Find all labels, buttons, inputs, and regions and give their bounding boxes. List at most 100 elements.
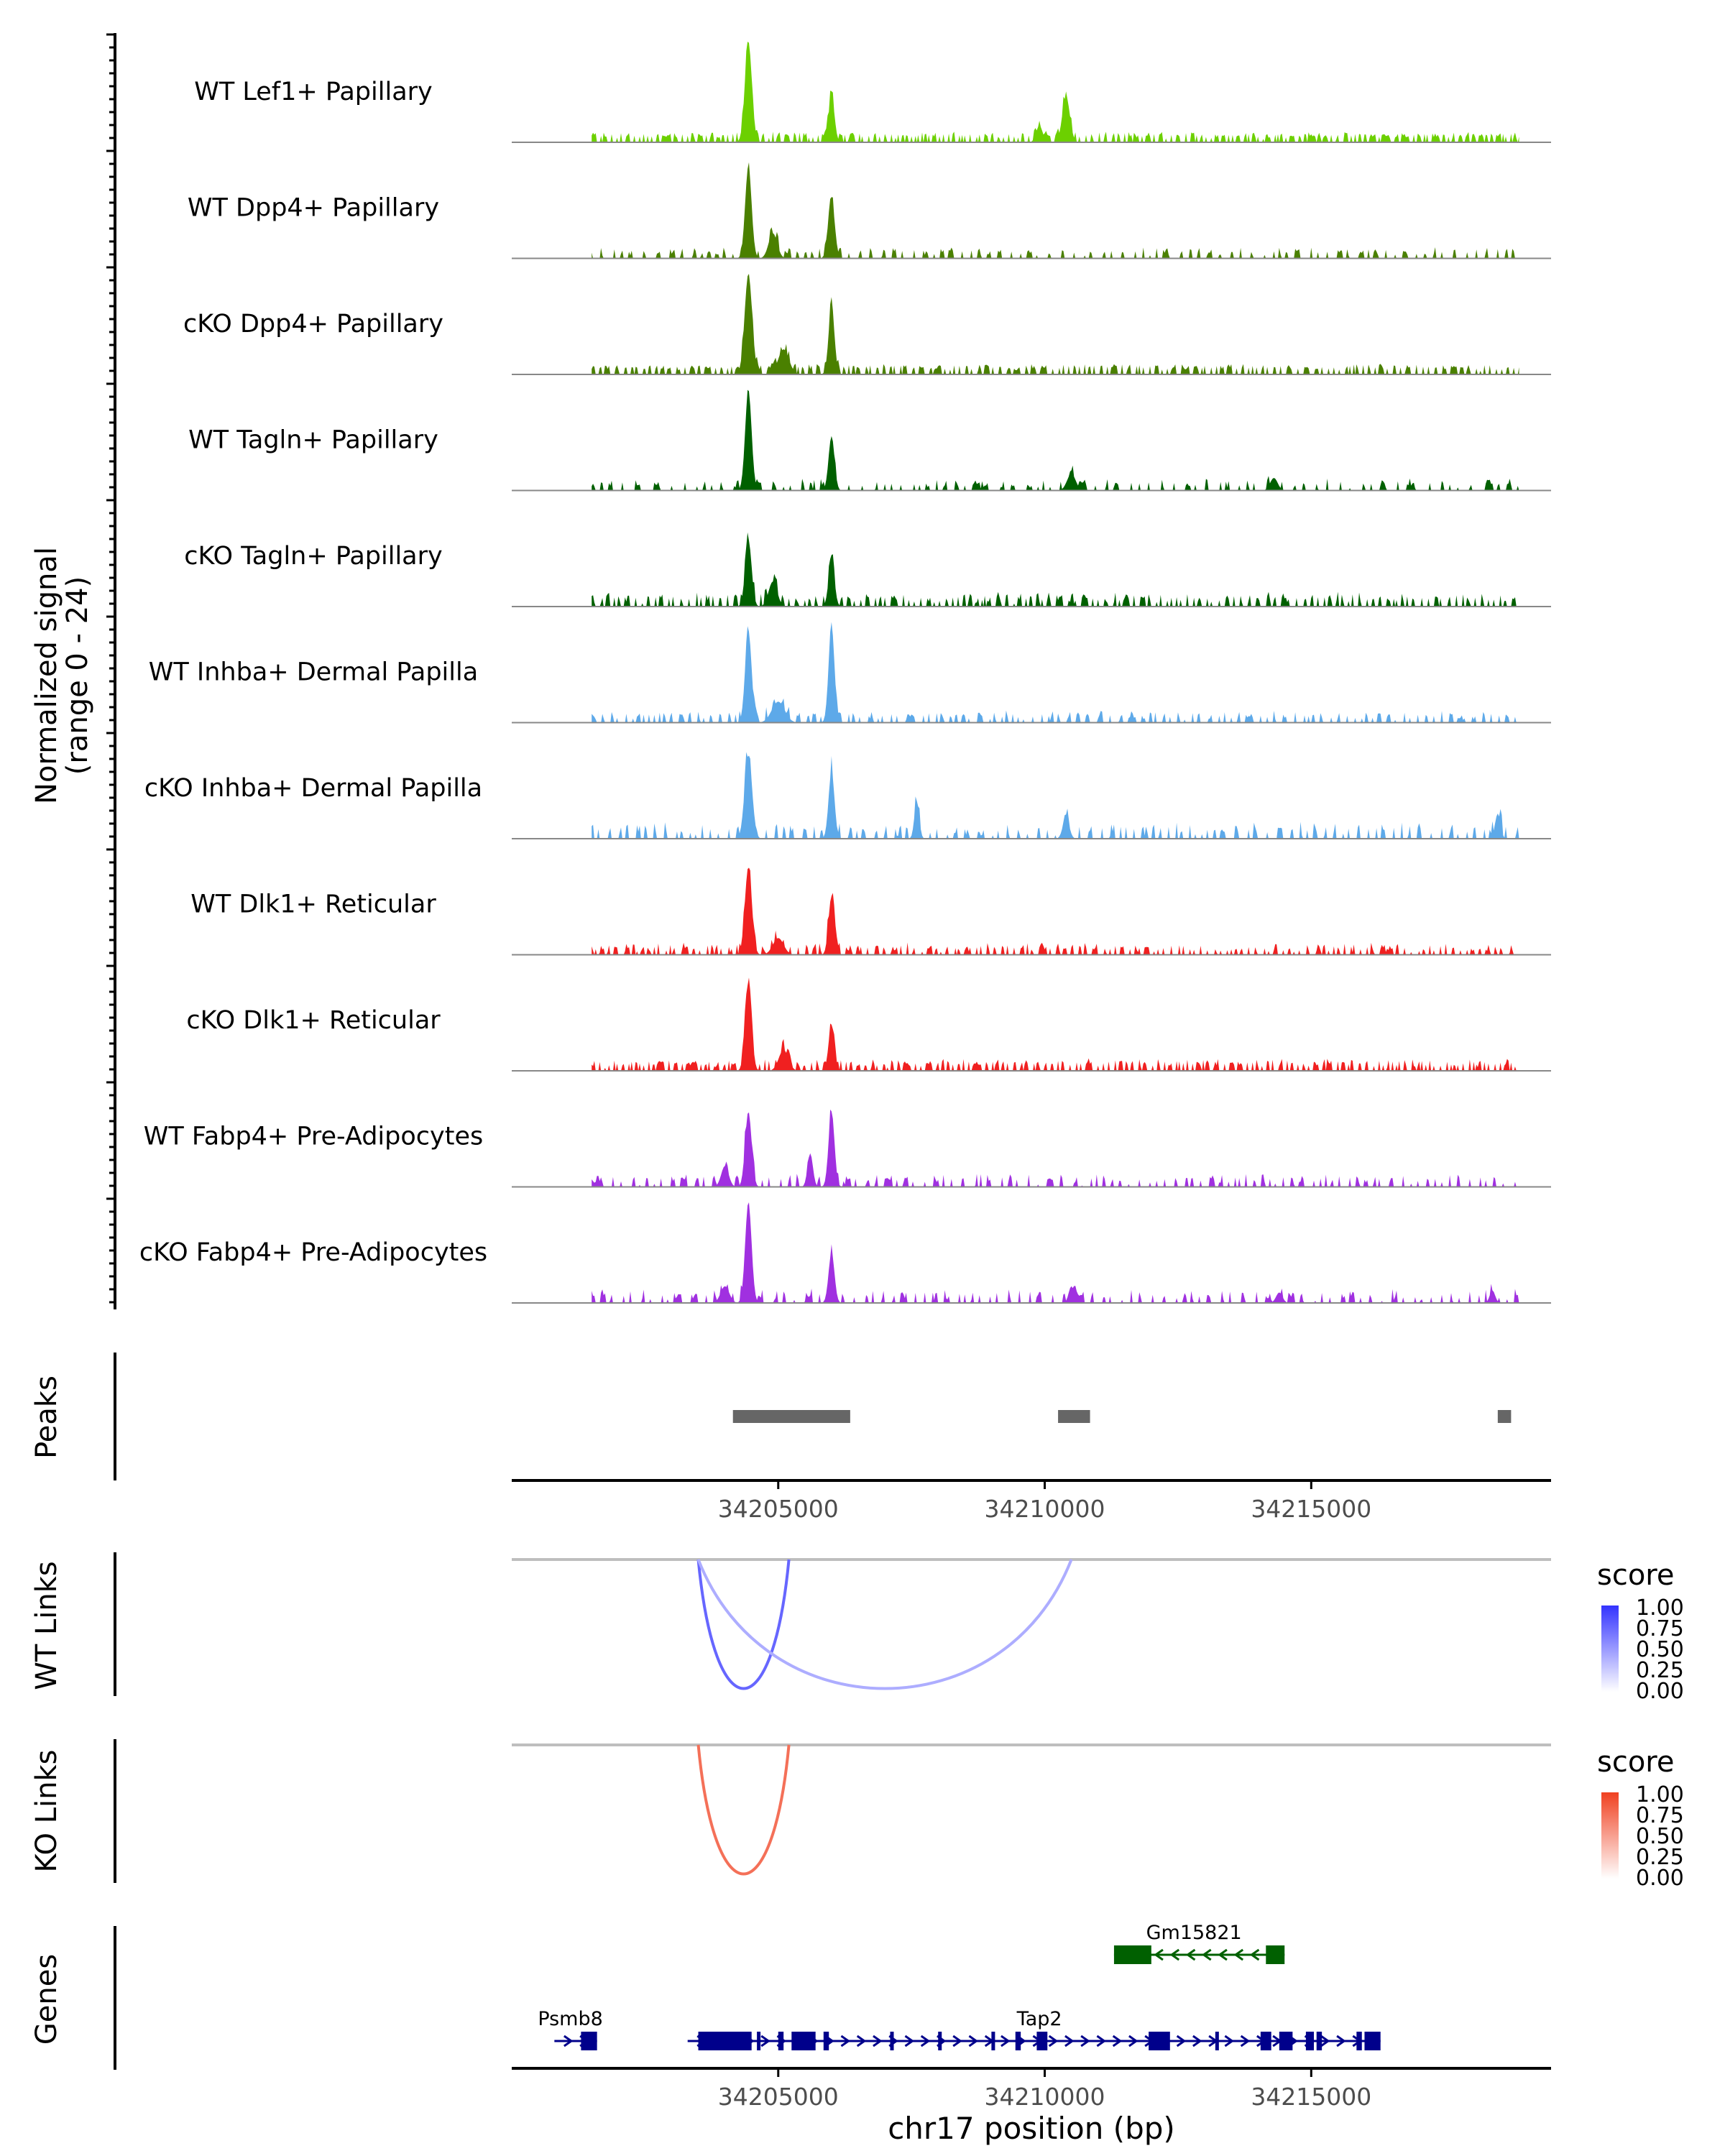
coverage-panel: WT Lef1+ Papillary WT Dpp4+ Papillary cKO … <box>30 33 1551 1309</box>
strand-arrow <box>1185 1948 1196 1961</box>
wt-legend-tick: 0.75 <box>1636 1616 1684 1641</box>
ko-link-arcs <box>696 1744 791 1876</box>
peak-region <box>732 1410 850 1423</box>
coverage-y-axis-ticks <box>106 33 115 1304</box>
coverage-area <box>592 977 1519 1071</box>
gene-exon <box>1266 1945 1285 1964</box>
ko-legend-colorbar <box>1601 1792 1619 1879</box>
coverage-area <box>592 752 1519 839</box>
strand-arrow <box>920 2035 931 2047</box>
strand-arrow <box>904 2035 915 2047</box>
gene-model: Gm15821 <box>1113 1922 1285 1964</box>
track-label: WT Tagln+ Papillary <box>188 426 438 455</box>
coverage-area <box>592 162 1519 259</box>
track-label: WT Dpp4+ Papillary <box>188 194 439 223</box>
track-label: cKO Dlk1+ Reticular <box>186 1006 441 1035</box>
gene-name-label: Tap2 <box>1016 2008 1062 2030</box>
peaks-label: Peaks <box>30 1376 63 1459</box>
coverage-track: cKO Dlk1+ Reticular <box>186 977 1551 1072</box>
wt-links-label: WT Links <box>30 1561 63 1690</box>
coverage-area <box>592 274 1519 374</box>
track-label: cKO Dpp4+ Papillary <box>183 310 443 338</box>
coverage-track: cKO Dpp4+ Papillary <box>183 274 1551 375</box>
wt-legend-colorbar <box>1601 1606 1619 1692</box>
gene-exon <box>757 2032 761 2050</box>
track-label: cKO Tagln+ Papillary <box>184 542 443 571</box>
gene-exon <box>1364 2032 1381 2050</box>
track-label: cKO Inhba+ Dermal Papilla <box>144 774 482 803</box>
wt-legend-tick: 0.50 <box>1636 1637 1684 1662</box>
strand-arrow <box>1202 1948 1212 1961</box>
coverage-track: cKO Tagln+ Papillary <box>184 532 1551 607</box>
gene-exon <box>581 2032 597 2050</box>
wt-legend-title: score <box>1597 1559 1674 1592</box>
ko-links-label: KO Links <box>30 1750 63 1873</box>
peaks-panel: Peaks 34205000 34210000 34215000 <box>30 1353 1551 1523</box>
peak-region <box>1497 1410 1512 1423</box>
gene-exon <box>823 2032 829 2050</box>
strand-arrow <box>1064 2035 1075 2047</box>
gene-name-label: Gm15821 <box>1146 1922 1242 1944</box>
gene-exon <box>1260 2032 1271 2050</box>
coverage-area <box>592 1202 1519 1303</box>
peak-region <box>1058 1410 1090 1423</box>
coverage-area <box>592 1109 1519 1187</box>
strand-arrow <box>1096 2035 1107 2047</box>
ko-links-legend: score 1.00 0.75 0.50 0.25 0.00 <box>1597 1746 1684 1891</box>
gene-exon <box>1316 2032 1322 2050</box>
strand-arrow <box>952 2035 962 2047</box>
x-axis-label: chr17 position (bp) <box>888 2111 1175 2146</box>
peak-regions <box>732 1410 1512 1423</box>
strand-arrow <box>1000 2035 1011 2047</box>
strand-arrow <box>1048 2035 1059 2047</box>
ko-legend-tick: 0.75 <box>1636 1803 1684 1828</box>
strand-arrow <box>1249 1948 1260 1961</box>
strand-arrow <box>1176 2035 1187 2047</box>
strand-arrow <box>1169 1948 1180 1961</box>
gene-exon <box>1279 2032 1293 2050</box>
track-label: WT Fabp4+ Pre-Adipocytes <box>144 1123 483 1151</box>
strand-arrow <box>840 2035 851 2047</box>
coverage-y-label-line2: (range 0 - 24) <box>61 576 94 775</box>
strand-arrow <box>873 2035 883 2047</box>
gene-models: Gm15821 Psmb8 Tap2 <box>538 1922 1381 2050</box>
strand-arrow <box>1320 2035 1330 2047</box>
x-tick-label: 34205000 <box>718 1495 839 1523</box>
coverage-track: WT Fabp4+ Pre-Adipocytes <box>144 1109 1551 1188</box>
coverage-area <box>592 390 1519 491</box>
wt-links-panel: WT Links score 1.00 0.75 0.50 0.25 0.00 <box>30 1552 1684 1704</box>
strand-arrow <box>1112 2035 1123 2047</box>
track-label: WT Lef1+ Papillary <box>194 78 433 106</box>
gene-model: Tap2 <box>687 2008 1381 2050</box>
coverage-area <box>592 867 1519 955</box>
strand-arrow <box>1080 2035 1090 2047</box>
coverage-y-label-line1: Normalized signal <box>30 547 63 804</box>
gene-exon <box>991 2032 995 2050</box>
strand-arrow <box>760 2035 770 2047</box>
strand-arrow <box>1128 2035 1138 2047</box>
coverage-track: WT Dlk1+ Reticular <box>190 867 1551 956</box>
gene-exon <box>1036 2032 1048 2050</box>
coverage-track: WT Inhba+ Dermal Papilla <box>149 622 1551 724</box>
gene-exon <box>1215 2032 1219 2050</box>
x-tick-label: 34210000 <box>985 1495 1105 1523</box>
strand-arrow <box>1192 2035 1202 2047</box>
ko-legend-tick: 0.00 <box>1636 1866 1684 1891</box>
x-tick-label: 34215000 <box>1251 2083 1371 2111</box>
link-arc <box>696 1559 791 1690</box>
ko-legend-tick: 0.50 <box>1636 1824 1684 1849</box>
coverage-track: cKO Fabp4+ Pre-Adipocytes <box>139 1202 1551 1304</box>
gene-exon <box>791 2032 816 2050</box>
coverage-area <box>592 532 1519 607</box>
gene-exon <box>1015 2032 1021 2050</box>
x-tick-label: 34210000 <box>985 2083 1105 2111</box>
gene-model: Psmb8 <box>538 2008 603 2050</box>
coverage-area <box>592 622 1519 723</box>
gene-exon <box>938 2032 942 2050</box>
coverage-track: WT Lef1+ Papillary <box>194 42 1551 143</box>
track-label: cKO Fabp4+ Pre-Adipocytes <box>139 1238 487 1267</box>
strand-arrow <box>1224 2035 1234 2047</box>
ko-links-panel: KO Links score 1.00 0.75 0.50 0.25 0.00 <box>30 1739 1684 1891</box>
